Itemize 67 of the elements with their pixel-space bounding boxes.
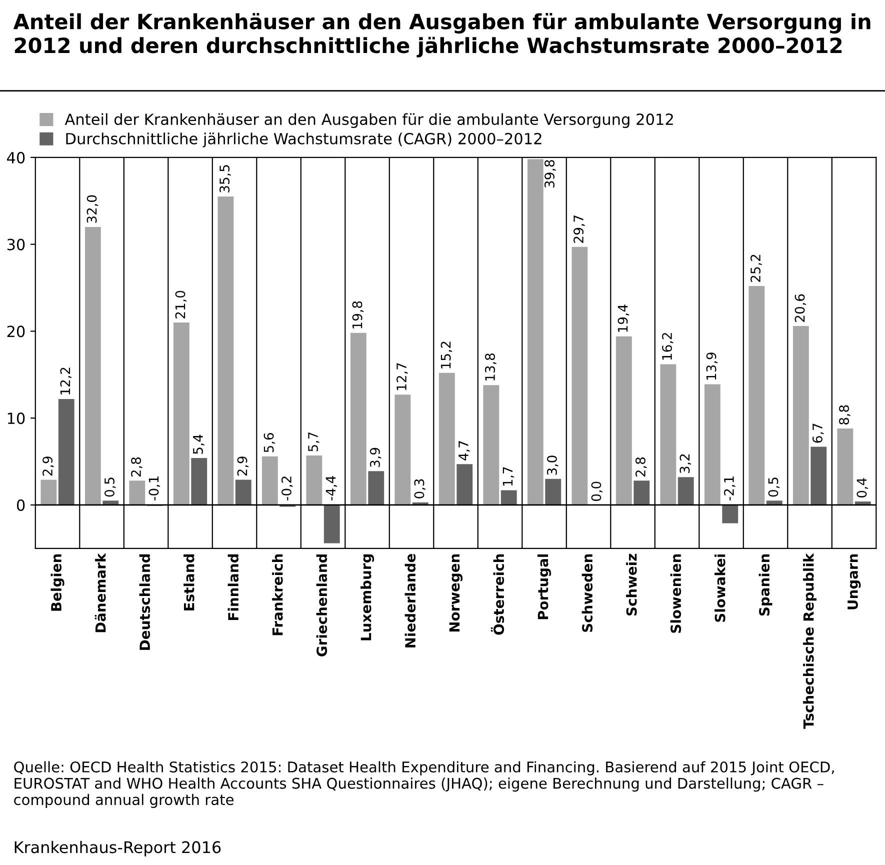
x-tick-label: Griechenland xyxy=(316,554,328,656)
data-label: 12,7 xyxy=(396,363,408,390)
data-label: 19,4 xyxy=(618,304,630,332)
data-label: 2,9 xyxy=(42,456,54,476)
data-label: 5,6 xyxy=(264,433,276,452)
x-tick-label: Tschechische Republik xyxy=(803,553,816,729)
data-label: 3,9 xyxy=(370,448,382,467)
x-tick-label: Slowakei xyxy=(714,554,726,622)
x-tick-label: Ungarn xyxy=(848,554,861,610)
x-tick-label: Norwegen xyxy=(449,554,462,632)
y-tick-label: 0 xyxy=(16,499,25,511)
data-label: 0,3 xyxy=(414,479,426,498)
data-label: 0,5 xyxy=(104,478,116,497)
data-label: 29,7 xyxy=(574,216,585,243)
legend-label: Anteil der Krankenhäuser an den Ausgaben für die ambulante Versorgung 2012 xyxy=(64,113,673,128)
x-tick-label: Schweiz xyxy=(626,554,637,616)
data-label: 13,8 xyxy=(485,353,496,380)
data-label: -0,1 xyxy=(148,476,160,500)
data-label: -2,1 xyxy=(724,476,736,500)
data-label: 0,0 xyxy=(591,482,603,501)
data-label: 5,4 xyxy=(193,434,204,454)
data-label: 32,0 xyxy=(86,195,98,223)
data-label: 4,7 xyxy=(458,441,470,460)
x-tick-label: Portugal xyxy=(538,554,552,620)
x-tick-label: Österreich xyxy=(491,554,504,635)
data-label: 3,0 xyxy=(546,456,558,475)
data-label: 39,8 xyxy=(544,160,556,188)
y-tick-label: 30 xyxy=(7,238,25,250)
data-label: 25,2 xyxy=(750,254,762,282)
x-tick-label: Luxemburg xyxy=(360,554,374,640)
data-label: 16,2 xyxy=(662,333,674,360)
legend-label: Durchschnittliche jährliche Wachstumsrate (CAGR) 2000–2012 xyxy=(66,132,542,148)
y-tick-label: 40 xyxy=(6,152,25,164)
data-label: -0,2 xyxy=(281,476,293,500)
data-label: 0,4 xyxy=(856,478,868,498)
x-tick-label: Slowenien xyxy=(670,554,682,633)
data-label: -4,4 xyxy=(326,476,338,500)
data-label: 2,8 xyxy=(131,457,142,477)
data-label: 20,6 xyxy=(794,294,806,322)
data-label: 21,0 xyxy=(175,290,187,318)
x-tick-label: Frankreich xyxy=(272,554,283,636)
data-label: 0,5 xyxy=(768,478,780,497)
source-note: Quelle: OECD Health Statistics 2015: Dataset Health Expenditure and Financing. Basierend auf 2015 Joint OECD, EUROSTAT and WHO Health Accounts SHA Questionnaires (JHAQ); eigene Berechnung und Darstellung; CAGR – compound annual growth rate xyxy=(14,761,834,808)
data-label: 12,2 xyxy=(60,368,72,394)
x-tick-label: Belgien xyxy=(50,554,64,611)
y-tick-label: 20 xyxy=(7,326,25,338)
x-tick-label: Estland xyxy=(184,554,194,610)
data-label: 19,8 xyxy=(352,301,364,328)
x-tick-label: Dänemark xyxy=(94,553,106,632)
data-label: 35,5 xyxy=(220,165,231,192)
x-tick-label: Finnland xyxy=(228,554,239,620)
data-label: 1,7 xyxy=(502,467,514,486)
x-tick-label: Niederlande xyxy=(404,554,416,648)
data-label: 3,2 xyxy=(680,454,692,474)
data-label: 15,2 xyxy=(440,342,452,368)
x-tick-label: Spanien xyxy=(758,554,772,616)
data-label: 13,9 xyxy=(706,352,718,380)
text: Krankenhaus-Report 2016 xyxy=(14,840,221,856)
y-tick-label: 10 xyxy=(8,412,25,424)
data-label: 8,8 xyxy=(839,405,850,424)
x-tick-label: Schweden xyxy=(582,554,593,632)
data-label: 6,7 xyxy=(812,424,824,443)
data-label: 5,7 xyxy=(308,432,320,452)
x-tick-label: Deutschland xyxy=(139,554,150,650)
chart-title: Anteil der Krankenhäuser an den Ausgaben für ambulante Versorgung in 2012 und deren durchschnittliche jährliche Wachstumsrate 2000–2012 xyxy=(13,12,870,58)
data-label: 2,9 xyxy=(237,456,249,476)
data-label: 2,8 xyxy=(635,457,647,477)
